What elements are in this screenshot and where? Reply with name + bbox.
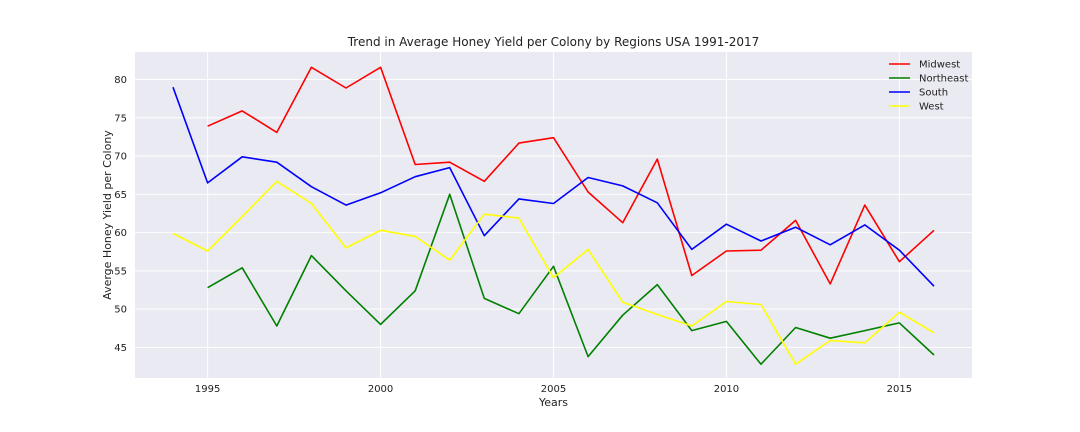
x-tick-label: 2000	[368, 384, 393, 395]
y-tick-label: 75	[114, 113, 127, 124]
series-lines	[172, 66, 935, 366]
y-tick-label: 80	[114, 75, 127, 86]
x-tick-label: 2010	[714, 384, 739, 395]
x-tick-label: 2005	[541, 384, 566, 395]
x-tick-label: 2015	[887, 384, 912, 395]
grid	[135, 52, 972, 378]
legend-label-northeast: Northeast	[919, 74, 968, 85]
legend: Midwest Northeast South West	[889, 60, 968, 113]
legend-label-south: South	[919, 88, 948, 99]
y-tick-label: 60	[114, 228, 127, 239]
series-line-south	[172, 86, 935, 287]
series-line-west	[172, 180, 935, 366]
y-tick-label: 55	[114, 266, 127, 277]
y-tick-label: 50	[114, 305, 127, 316]
x-axis-label: Years	[538, 396, 568, 409]
tick-labels: 1995 2000 2005 2010 2015 45 50 55 60 65 70 75 80	[114, 75, 912, 395]
x-tick-label: 1995	[195, 384, 220, 395]
y-tick-label: 70	[114, 152, 127, 163]
legend-label-west: West	[919, 102, 944, 113]
y-tick-label: 65	[114, 190, 127, 201]
chart-title: Trend in Average Honey Yield per Colony …	[347, 35, 760, 49]
series-line-midwest	[207, 66, 935, 285]
legend-label-midwest: Midwest	[919, 60, 960, 71]
series-line-northeast	[207, 193, 935, 366]
y-tick-label: 45	[114, 343, 127, 354]
y-axis-label: Averge Honey Yield per Colony	[101, 130, 114, 300]
